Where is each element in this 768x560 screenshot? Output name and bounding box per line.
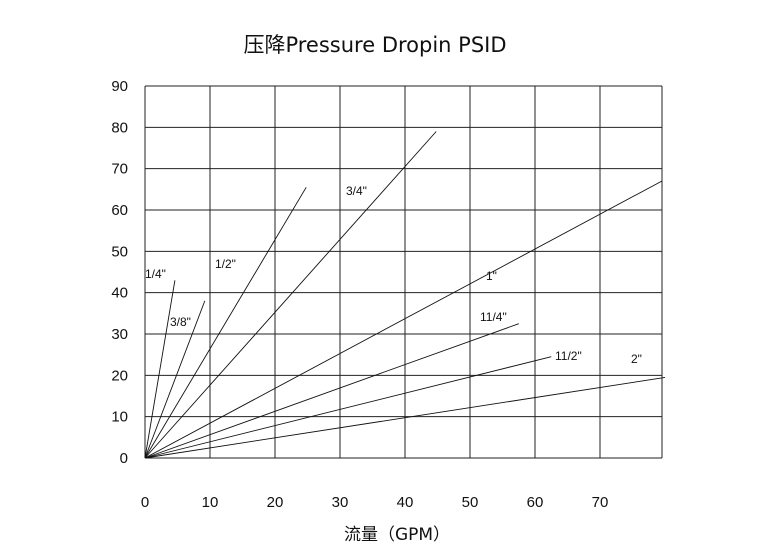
chart-title: 压降Pressure Dropin PSID	[243, 33, 506, 57]
y-tick-label: 50	[111, 243, 128, 260]
y-tick-label: 0	[120, 450, 128, 467]
x-tick-label: 10	[202, 494, 219, 511]
x-tick-label: 70	[592, 494, 609, 511]
series-label: 2"	[631, 352, 642, 366]
x-tick-label: 60	[527, 494, 544, 511]
series-label: 3/4"	[346, 184, 367, 198]
series-line-3	[144, 131, 437, 459]
y-tick-label: 90	[111, 78, 128, 95]
series-lines	[144, 131, 666, 459]
series-line-6	[144, 356, 552, 459]
series-label: 1/2"	[215, 257, 236, 271]
x-tick-label: 50	[462, 494, 479, 511]
x-tick-label: 30	[332, 494, 349, 511]
series-line-1	[144, 300, 206, 459]
series-label: 3/8"	[170, 315, 191, 329]
series-label: 1"	[486, 269, 497, 283]
series-label: 1/4"	[145, 267, 166, 281]
series-line-7	[144, 376, 666, 459]
y-tick-label: 30	[111, 326, 128, 343]
y-tick-label: 40	[111, 285, 128, 302]
y-tick-label: 60	[111, 202, 128, 219]
y-tick-label: 80	[111, 119, 128, 136]
y-axis-ticks: 0 10 20 30 40 50 60 70 80 90	[111, 78, 128, 467]
x-axis-ticks: 0 10 20 30 40 50 60 70	[141, 494, 609, 511]
series-labels: 1/4" 3/8" 1/2" 3/4" 1" 11/4" 11/2" 2"	[145, 184, 642, 366]
series-line-2	[144, 187, 307, 459]
y-tick-label: 20	[111, 367, 128, 384]
x-tick-label: 0	[141, 494, 149, 511]
x-tick-label: 20	[267, 494, 284, 511]
plot-grid	[144, 85, 663, 459]
series-line-5	[144, 323, 519, 459]
x-axis-label: 流量（GPM）	[344, 525, 450, 545]
series-line-4	[144, 180, 663, 459]
series-line-0	[144, 280, 176, 459]
series-label: 11/4"	[480, 310, 507, 324]
x-tick-label: 40	[397, 494, 414, 511]
y-tick-label: 70	[111, 161, 128, 178]
y-tick-label: 10	[111, 409, 128, 426]
series-label: 11/2"	[555, 349, 582, 363]
